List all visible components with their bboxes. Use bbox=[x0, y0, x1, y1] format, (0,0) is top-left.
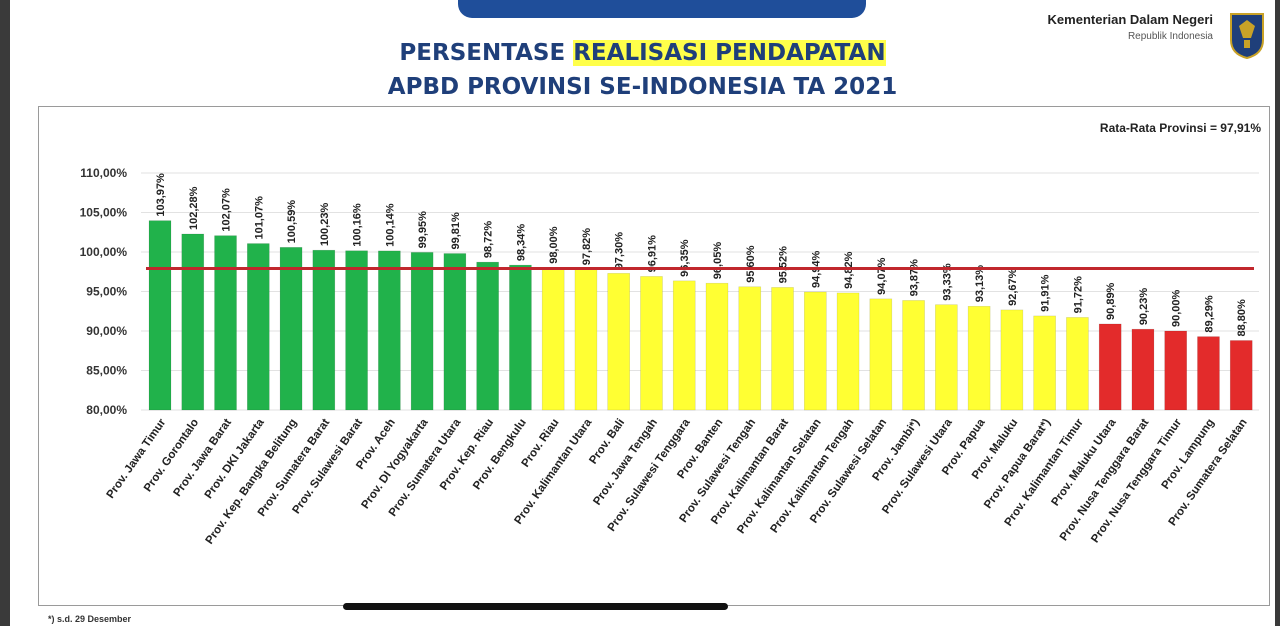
bar bbox=[1033, 315, 1056, 411]
bar bbox=[705, 282, 729, 411]
data-label: 100,23% bbox=[319, 203, 331, 247]
bar bbox=[378, 250, 401, 411]
data-label: 95,60% bbox=[745, 245, 757, 283]
bar bbox=[574, 268, 598, 411]
title-line-1-prefix: PERSENTASE bbox=[399, 40, 574, 66]
x-tick-label: Prov. Jawa Tengah bbox=[591, 417, 660, 508]
bar bbox=[214, 235, 237, 411]
data-label: 93,87% bbox=[909, 259, 921, 297]
bar bbox=[1229, 340, 1253, 411]
data-label: 96,35% bbox=[679, 239, 691, 277]
data-label: 91,72% bbox=[1072, 276, 1084, 314]
footnote: *) s.d. 29 Desember bbox=[48, 614, 132, 624]
data-label: 96,05% bbox=[712, 242, 724, 280]
bar bbox=[541, 267, 565, 411]
ministry-subtitle: Republik Indonesia bbox=[1127, 31, 1213, 42]
bar bbox=[312, 249, 336, 411]
data-label: 96,91% bbox=[646, 235, 658, 273]
bar bbox=[476, 261, 499, 411]
bar bbox=[1197, 336, 1220, 411]
bar bbox=[869, 298, 893, 411]
bar bbox=[246, 243, 270, 411]
bar bbox=[1000, 309, 1024, 411]
data-label: 95,52% bbox=[778, 246, 790, 284]
bar bbox=[1131, 328, 1155, 411]
x-tick-label: Prov. DKI Jakarta bbox=[203, 416, 267, 501]
bar bbox=[672, 280, 696, 411]
bar bbox=[148, 220, 172, 411]
bar bbox=[345, 250, 368, 411]
bar-chart: 80,00% 85,00% 90,00% 95,00% 100,00% 105,00% 11… bbox=[80, 121, 1262, 547]
data-label: 100,14% bbox=[384, 203, 396, 247]
bar bbox=[509, 264, 532, 411]
data-label: 91,91% bbox=[1040, 274, 1052, 312]
bar bbox=[967, 305, 991, 411]
y-tick-label: 95,00% bbox=[86, 285, 127, 299]
title-line-2: APBD PROVINSI SE-INDONESIA TA 2021 bbox=[387, 74, 898, 100]
data-label: 100,59% bbox=[286, 200, 298, 244]
bar bbox=[902, 300, 925, 411]
horizontal-scrollbar[interactable] bbox=[343, 603, 728, 610]
chart-frame: 80,00% 85,00% 90,00% 95,00% 100,00% 105,00% 11… bbox=[38, 106, 1270, 606]
garuda-emblem-icon bbox=[1230, 13, 1264, 60]
title-highlight: REALISASI PENDAPATAN bbox=[573, 40, 886, 66]
data-label: 102,28% bbox=[188, 186, 200, 230]
bar bbox=[803, 291, 827, 411]
bar bbox=[410, 252, 434, 411]
data-label: 89,29% bbox=[1203, 295, 1215, 333]
bar bbox=[443, 253, 467, 411]
data-label: 97,30% bbox=[614, 232, 626, 270]
data-label: 90,89% bbox=[1105, 282, 1117, 320]
bar bbox=[836, 292, 860, 411]
x-tick-label: Prov. Jawa Timur bbox=[105, 416, 169, 500]
bar bbox=[1164, 330, 1188, 411]
y-tick-label: 85,00% bbox=[86, 364, 127, 378]
data-label: 100,16% bbox=[352, 203, 364, 247]
y-tick-label: 100,00% bbox=[80, 245, 128, 259]
data-label: 90,00% bbox=[1171, 289, 1183, 327]
data-label: 98,34% bbox=[515, 224, 527, 262]
data-label: 102,07% bbox=[221, 188, 233, 232]
chart-title: PERSENTASE REALISASI PENDAPATAN APBD PRO… bbox=[10, 36, 1275, 104]
data-label: 97,82% bbox=[581, 228, 593, 266]
bar bbox=[279, 247, 303, 411]
bar bbox=[1098, 323, 1122, 411]
bar bbox=[771, 287, 794, 411]
ministry-name: Kementerian Dalam Negeri bbox=[1047, 12, 1213, 27]
data-label: 98,00% bbox=[548, 226, 560, 264]
title-line-1: PERSENTASE REALISASI PENDAPATAN bbox=[10, 36, 1275, 70]
x-tick-label: Prov. Jawa Barat bbox=[171, 417, 234, 499]
y-tick-label: 90,00% bbox=[86, 324, 127, 338]
bar bbox=[181, 233, 205, 411]
y-tick-label: 110,00% bbox=[80, 166, 127, 180]
data-label: 93,33% bbox=[941, 263, 953, 301]
y-tick-label: 105,00% bbox=[80, 206, 128, 220]
data-label: 93,13% bbox=[974, 265, 986, 303]
data-label: 98,72% bbox=[483, 221, 495, 259]
data-label: 94,82% bbox=[843, 251, 855, 289]
bar bbox=[640, 276, 663, 411]
data-label: 88,80% bbox=[1236, 299, 1248, 337]
data-label: 101,07% bbox=[253, 196, 265, 240]
data-label: 94,07% bbox=[876, 257, 888, 295]
bar bbox=[1066, 317, 1089, 411]
bar bbox=[935, 304, 958, 411]
bar bbox=[607, 273, 631, 411]
slide: Kementerian Dalam Negeri Republik Indone… bbox=[10, 0, 1275, 626]
ministry-header: Kementerian Dalam Negeri Republik Indone… bbox=[1048, 12, 1213, 42]
bar bbox=[738, 286, 762, 411]
average-annotation: Rata-Rata Provinsi = 97,91% bbox=[1100, 121, 1261, 135]
data-label: 99,81% bbox=[450, 212, 462, 250]
data-label: 99,95% bbox=[417, 211, 429, 249]
data-label: 90,23% bbox=[1138, 288, 1150, 326]
data-label: 92,67% bbox=[1007, 268, 1019, 306]
data-label: 103,97% bbox=[155, 173, 167, 217]
y-tick-label: 80,00% bbox=[86, 403, 127, 417]
top-banner bbox=[458, 0, 866, 18]
